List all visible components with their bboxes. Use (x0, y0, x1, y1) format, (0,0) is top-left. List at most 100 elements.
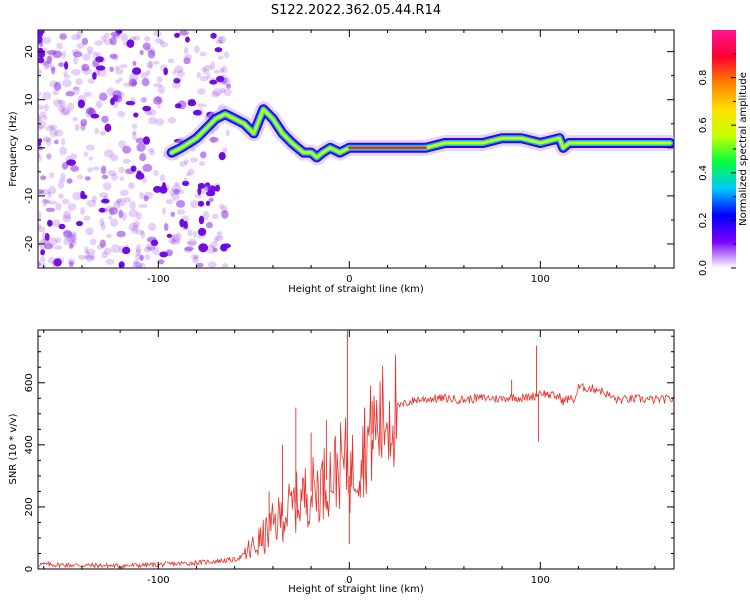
noise-blob (185, 172, 192, 177)
noise-blob (133, 35, 141, 41)
noise-blob (83, 255, 94, 260)
noise-blob (38, 91, 42, 97)
noise-blob (216, 75, 225, 83)
noise-blob (225, 129, 230, 137)
noise-blob (69, 240, 77, 247)
noise-blob (128, 209, 138, 218)
noise-blob (199, 187, 206, 195)
noise-blob (119, 64, 128, 69)
noise-blob (223, 88, 232, 97)
noise-blob (189, 200, 200, 209)
ridge-inner (170, 107, 672, 159)
noise-blob (148, 116, 157, 125)
noise-blob (183, 159, 189, 165)
noise-blob (84, 246, 89, 254)
noise-blob (42, 198, 47, 207)
noise-blob (54, 245, 63, 250)
noise-blob (43, 36, 52, 45)
noise-blob (135, 229, 144, 235)
noise-blob (173, 77, 183, 82)
noise-blob (74, 124, 80, 131)
noise-blob (81, 37, 89, 46)
noise-blob (166, 233, 173, 238)
noise-blob (110, 97, 115, 106)
noise-blob (53, 258, 62, 267)
noise-blob (104, 32, 110, 39)
noise-blob (87, 51, 93, 55)
noise-blob (211, 213, 219, 219)
noise-blob (76, 220, 83, 227)
noise-blob (199, 51, 207, 57)
noise-blob (139, 153, 147, 162)
noise-blob (215, 39, 223, 45)
noise-blob (144, 36, 151, 42)
noise-blob (139, 191, 144, 200)
noise-blob (135, 264, 141, 268)
noise-blob (203, 64, 212, 72)
noise-blob (76, 30, 83, 39)
figure-title: S122.2022.362.05.44.R14 (271, 3, 441, 18)
noise-blob (38, 146, 44, 151)
noise-blob (42, 115, 48, 121)
noise-blob (209, 79, 218, 85)
noise-blob (43, 104, 49, 112)
noise-blob (85, 251, 90, 258)
noise-blob (103, 182, 112, 191)
noise-blob (58, 223, 66, 230)
noise-blob (44, 243, 54, 250)
noise-blob (98, 192, 109, 198)
noise-blob (86, 144, 95, 151)
noise-blob (132, 60, 137, 66)
noise-blob (222, 262, 229, 268)
noise-blob (45, 153, 53, 159)
noise-blob (213, 69, 220, 74)
noise-blob (71, 48, 80, 55)
noise-blob (83, 151, 89, 157)
noise-blob (89, 238, 97, 246)
noise-blob (153, 185, 162, 193)
noise-blob (173, 188, 180, 195)
noise-blob (219, 67, 224, 74)
noise-blob (212, 88, 223, 96)
noise-blob (84, 176, 91, 181)
spectrogram-y-axis-label: Frequency (Hz) (8, 111, 19, 187)
noise-blob (175, 232, 182, 241)
y-tick-label: 0 (24, 566, 35, 572)
noise-blob (47, 257, 58, 264)
noise-blob (110, 173, 118, 181)
noise-blob (200, 75, 209, 82)
noise-blob (40, 256, 46, 263)
noise-blob (46, 153, 52, 161)
noise-blob (70, 165, 79, 172)
noise-blob (46, 56, 52, 64)
x-tick-label: 0 (346, 274, 352, 285)
noise-blob (214, 47, 223, 53)
noise-blob (193, 109, 202, 116)
noise-blob (60, 138, 66, 146)
noise-blob (51, 219, 61, 228)
noise-blob (95, 65, 106, 71)
noise-blob (105, 206, 115, 212)
noise-blob (100, 35, 107, 42)
noise-blob (216, 230, 223, 238)
noise-blob (67, 203, 77, 211)
noise-blob (131, 81, 138, 86)
noise-blob (52, 89, 59, 96)
noise-blob (106, 233, 112, 239)
noise-blob (222, 147, 228, 154)
noise-blob (94, 40, 103, 46)
noise-blob (210, 32, 217, 39)
noise-blob (118, 140, 127, 149)
noise-blob (38, 151, 41, 159)
noise-blob (194, 194, 202, 199)
noise-blob (131, 225, 139, 234)
noise-blob (129, 201, 136, 210)
noise-blob (136, 143, 146, 152)
noise-blob (194, 45, 200, 54)
noise-blob (198, 215, 205, 225)
noise-blob (38, 189, 45, 195)
noise-blob (132, 130, 137, 136)
noise-blob (204, 184, 212, 192)
noise-blob (197, 103, 207, 108)
